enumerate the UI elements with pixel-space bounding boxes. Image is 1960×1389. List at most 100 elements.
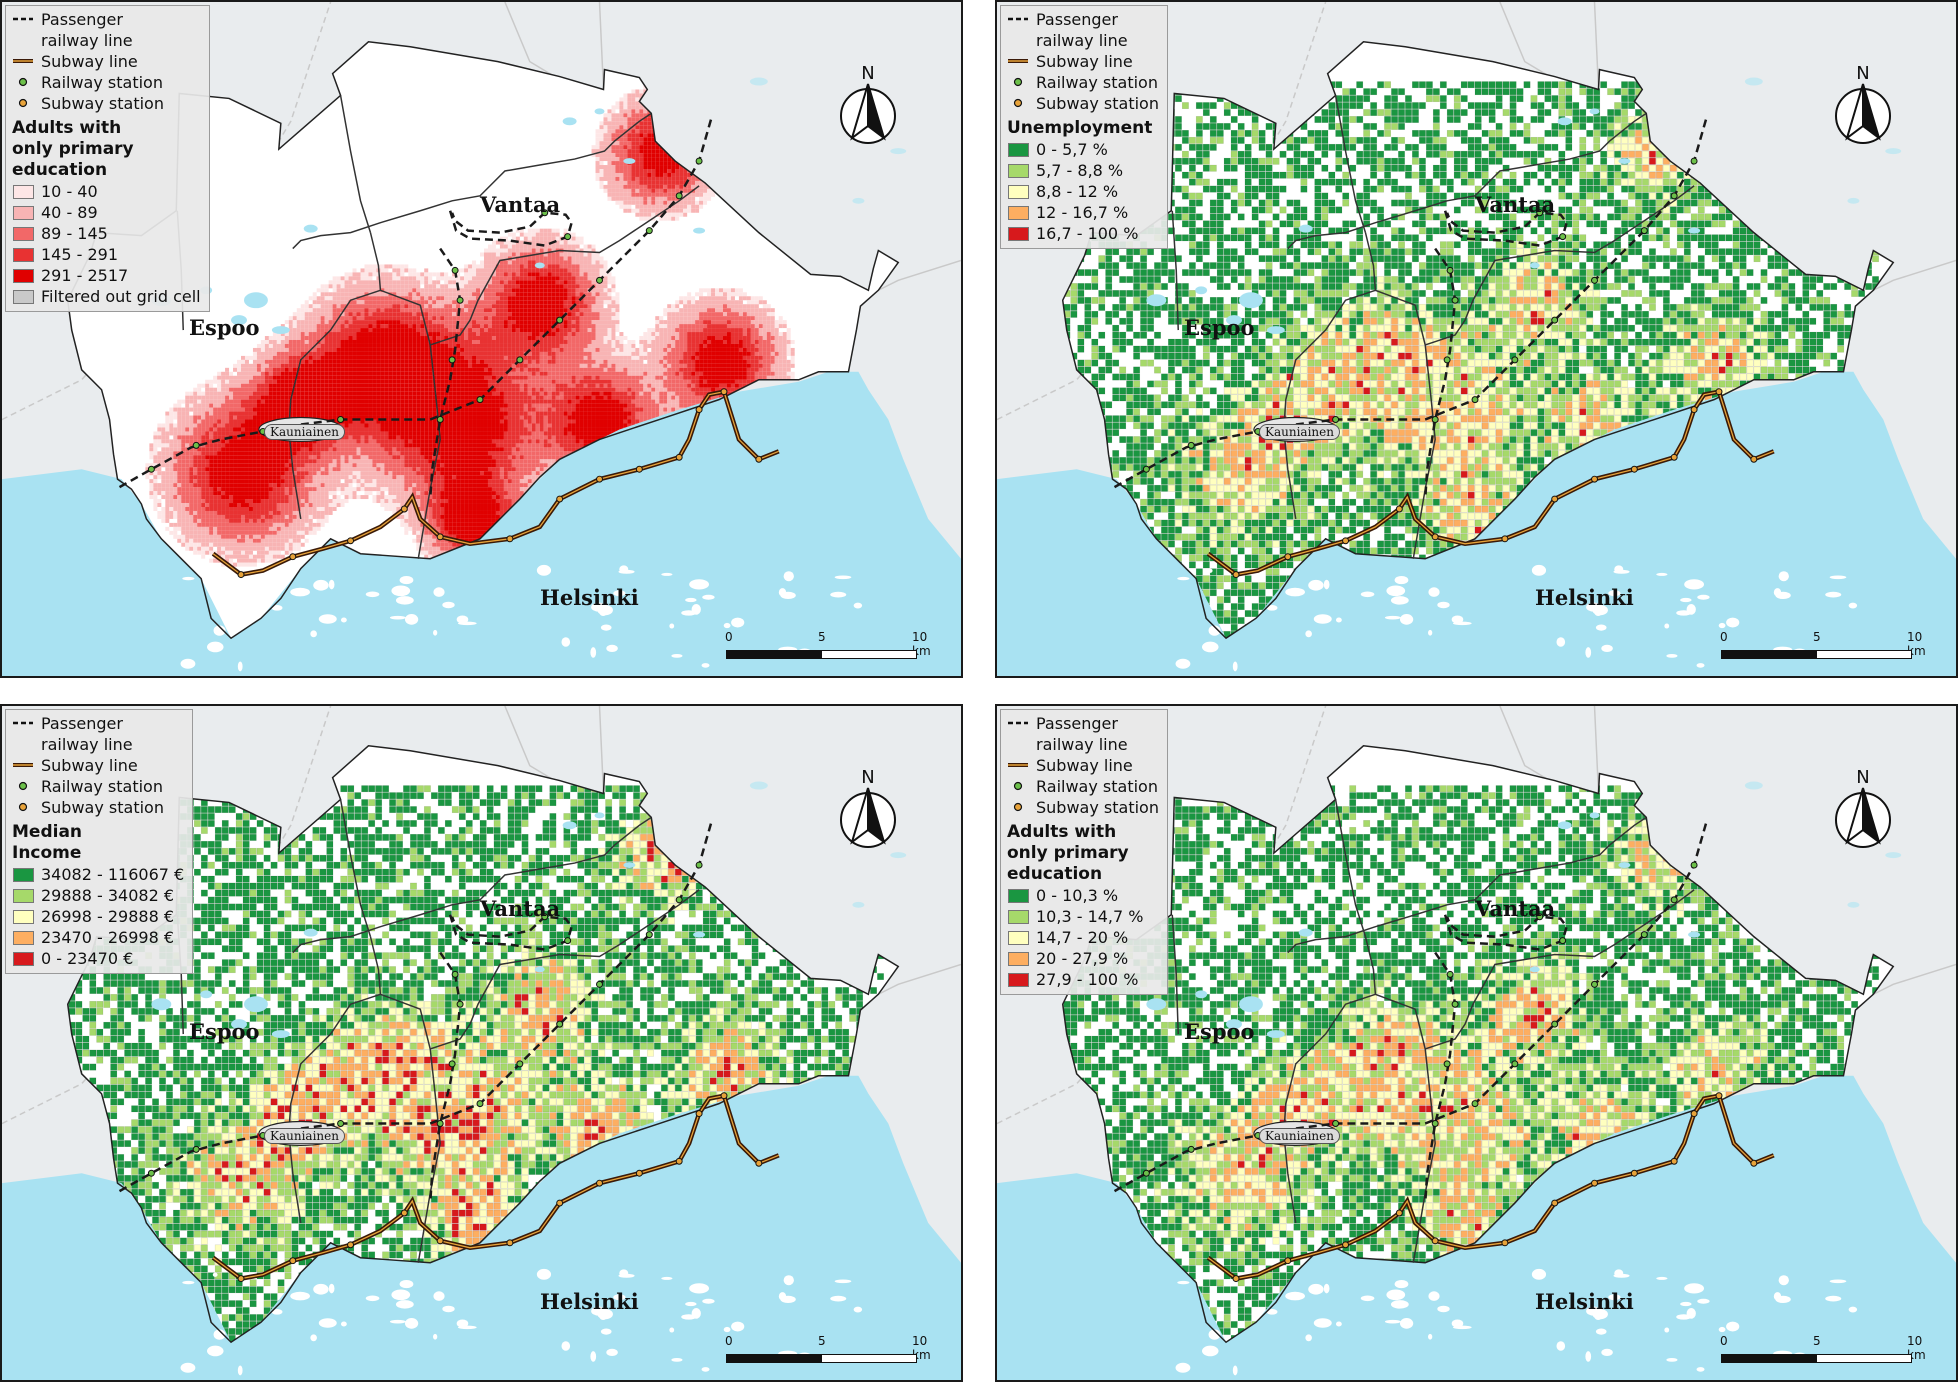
grid-cell bbox=[742, 296, 747, 301]
grid-cell bbox=[256, 343, 261, 348]
grid-cell bbox=[567, 300, 572, 305]
grid-cell bbox=[699, 308, 704, 313]
grid-cell bbox=[304, 300, 309, 305]
grid-cell bbox=[587, 355, 592, 360]
grid-cell bbox=[730, 355, 735, 360]
grid-cell bbox=[663, 332, 668, 337]
grid-cell bbox=[611, 288, 616, 293]
grid-cell bbox=[547, 276, 552, 281]
grid-cell bbox=[547, 232, 552, 237]
grid-cell bbox=[719, 359, 723, 364]
grid-cell bbox=[472, 280, 477, 285]
grid-cell bbox=[663, 200, 668, 205]
grid-cell bbox=[591, 347, 596, 352]
grid-cell bbox=[535, 272, 540, 277]
grid-cell bbox=[380, 284, 385, 289]
grid-cell bbox=[487, 304, 492, 309]
grid-cell bbox=[356, 276, 361, 281]
grid-cell bbox=[436, 363, 441, 368]
grid-cell bbox=[742, 383, 747, 388]
grid-cell bbox=[300, 316, 305, 321]
grid-cell bbox=[280, 339, 285, 344]
grid-cell bbox=[611, 320, 616, 325]
grid-cell bbox=[320, 316, 325, 321]
grid-cell bbox=[643, 113, 648, 118]
grid-cell bbox=[782, 351, 787, 356]
grid-cell bbox=[719, 347, 723, 352]
grid-cell bbox=[360, 284, 365, 289]
grid-cell bbox=[631, 375, 636, 380]
grid-cell bbox=[519, 252, 524, 257]
grid-cell bbox=[567, 343, 572, 348]
grid-cell bbox=[679, 169, 684, 173]
grid-cell bbox=[260, 371, 265, 376]
grid-cell bbox=[707, 328, 712, 333]
grid-cell bbox=[651, 387, 656, 392]
grid-cell bbox=[491, 324, 496, 329]
grid-cell bbox=[607, 324, 612, 329]
grid-cell bbox=[264, 359, 269, 364]
grid-cell bbox=[483, 260, 488, 265]
grid-cell bbox=[209, 391, 214, 396]
grid-cell bbox=[237, 395, 242, 400]
grid-cell bbox=[495, 328, 500, 333]
grid-cell bbox=[639, 192, 644, 197]
grid-cell bbox=[679, 351, 684, 356]
grid-cell bbox=[380, 371, 385, 376]
grid-cell bbox=[567, 371, 572, 376]
grid-cell bbox=[480, 367, 484, 372]
grid-cell bbox=[412, 387, 417, 392]
grid-cell bbox=[292, 367, 297, 372]
grid-cell bbox=[491, 347, 496, 352]
grid-cell bbox=[699, 379, 704, 384]
grid-cell bbox=[336, 383, 341, 388]
grid-cell bbox=[356, 288, 361, 293]
grid-cell bbox=[396, 391, 401, 396]
grid-cell bbox=[344, 272, 349, 277]
grid-cell bbox=[328, 387, 333, 392]
grid-cell bbox=[603, 343, 608, 348]
grid-cell bbox=[464, 359, 469, 364]
grid-cell bbox=[487, 391, 492, 396]
grid-cell bbox=[651, 153, 656, 158]
grid-cell bbox=[344, 367, 349, 372]
grid-cell bbox=[376, 328, 381, 333]
grid-cell bbox=[754, 347, 759, 352]
grid-cell bbox=[726, 308, 731, 313]
grid-cell bbox=[551, 284, 556, 289]
grid-cell bbox=[280, 363, 285, 368]
grid-cell bbox=[639, 387, 644, 392]
grid-cell bbox=[611, 371, 616, 376]
grid-cell bbox=[515, 339, 520, 344]
grid-cell bbox=[424, 304, 429, 309]
grid-cell bbox=[738, 343, 743, 348]
grid-cell bbox=[280, 336, 285, 340]
grid-cell bbox=[368, 288, 373, 293]
grid-cell bbox=[432, 355, 437, 360]
grid-cell bbox=[543, 347, 548, 352]
grid-cell bbox=[711, 288, 716, 293]
grid-cell bbox=[360, 375, 365, 380]
grid-cell bbox=[428, 316, 433, 321]
grid-cell bbox=[651, 375, 656, 380]
grid-cell bbox=[547, 308, 552, 313]
grid-cell bbox=[248, 367, 253, 372]
grid-cell bbox=[786, 339, 791, 344]
grid-cell bbox=[328, 395, 333, 400]
grid-cell bbox=[444, 312, 449, 317]
grid-cell bbox=[675, 312, 680, 317]
grid-cell bbox=[754, 363, 759, 368]
grid-cell bbox=[567, 383, 572, 388]
grid-cell bbox=[599, 332, 604, 337]
grid-cell bbox=[284, 391, 289, 396]
grid-cell bbox=[452, 324, 457, 329]
grid-cell bbox=[221, 395, 226, 400]
grid-cell bbox=[647, 379, 652, 384]
grid-cell bbox=[643, 141, 648, 146]
grid-cell bbox=[555, 280, 560, 285]
grid-cell bbox=[316, 332, 321, 337]
grid-cell bbox=[332, 300, 337, 305]
grid-cell bbox=[671, 339, 676, 344]
grid-cell bbox=[707, 320, 712, 325]
grid-cell bbox=[551, 343, 556, 348]
